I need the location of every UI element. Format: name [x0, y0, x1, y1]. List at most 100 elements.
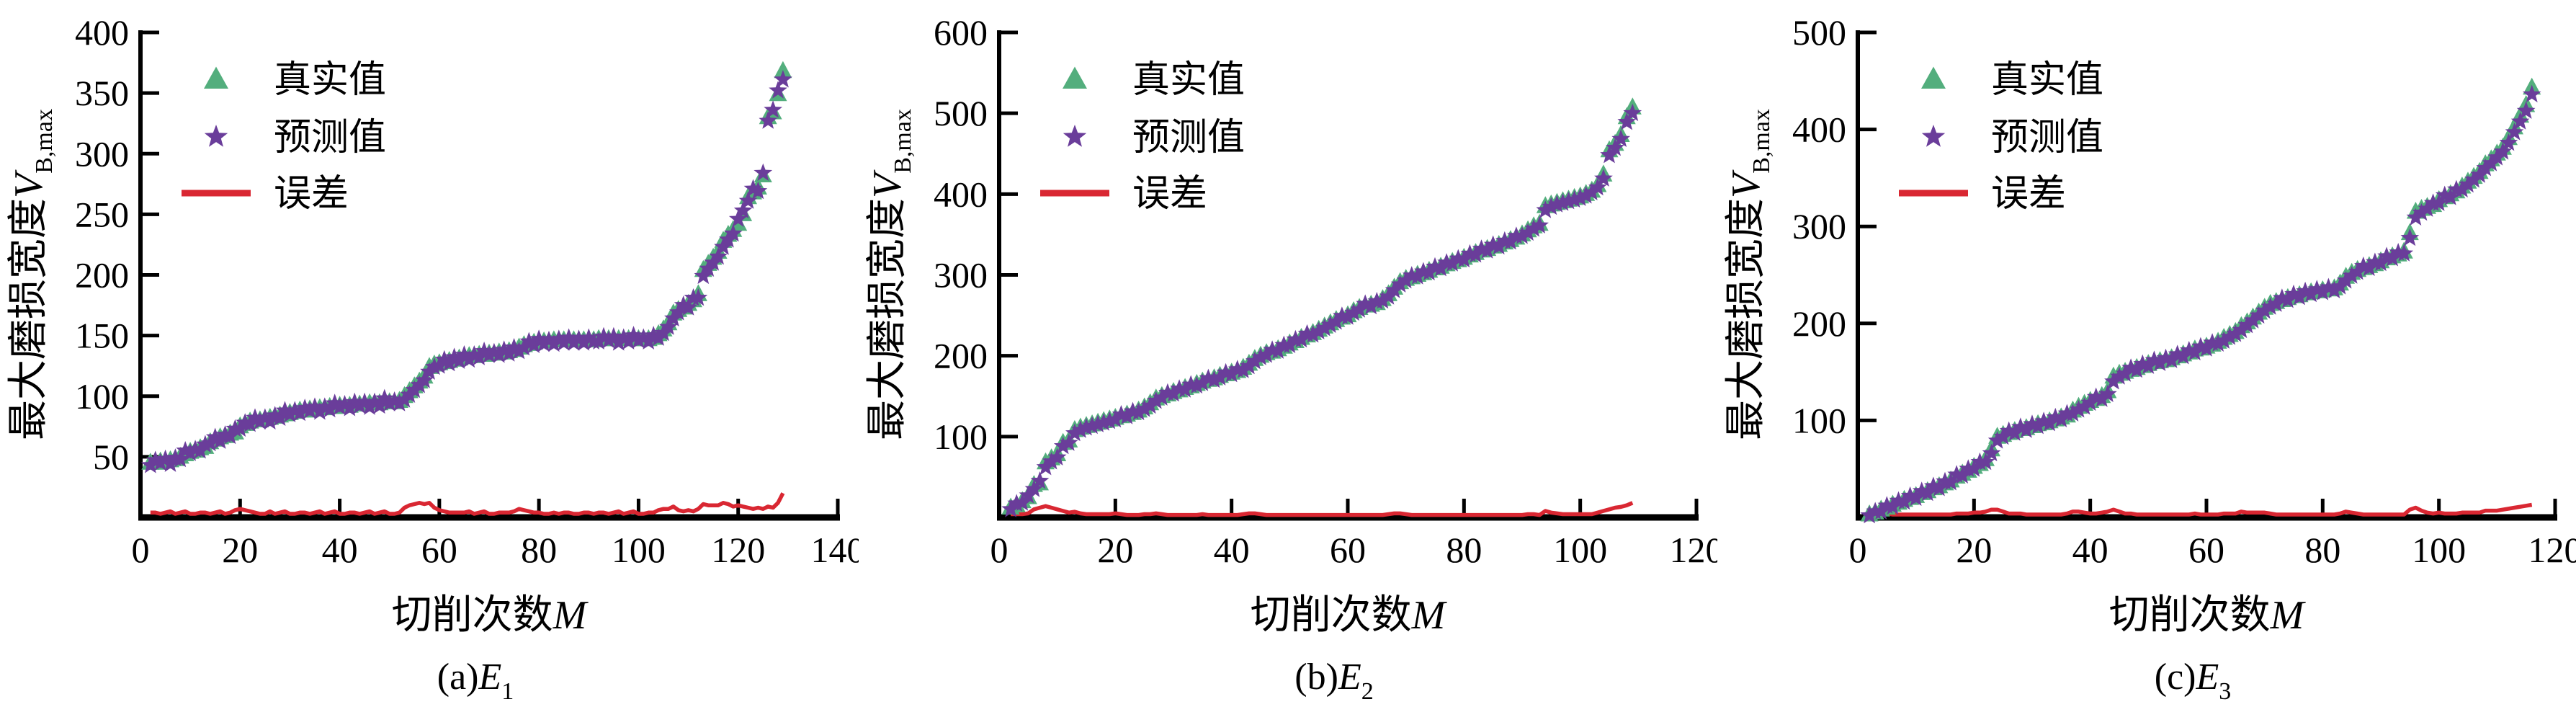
- predicted-value-marker: [614, 328, 633, 346]
- y-tick-label: 150: [75, 316, 129, 356]
- x-tick-label: 120: [1670, 530, 1718, 570]
- predicted-value-marker: [2110, 367, 2129, 385]
- predicted-value-marker: [2098, 384, 2117, 402]
- x-tick-label: 40: [1214, 530, 1250, 570]
- chart-e2: 100 200 300 400 500 600 0 20 40 60 80 100 120 最大磨损宽…: [865, 12, 1718, 705]
- y-axis: 100 200 300 400 500: [1792, 12, 1877, 520]
- predicted-value-marker: [1187, 375, 1207, 394]
- x-axis: 0 20 40 60 80 100 120: [990, 499, 1718, 570]
- legend: 真实值 预测值 误差: [182, 60, 386, 215]
- predicted-value-marker: [1100, 411, 1119, 430]
- predicted-value-marker: [709, 246, 728, 265]
- predicted-value-marker: [1001, 499, 1020, 517]
- predicted-value-marker: [395, 390, 414, 408]
- predicted-value-marker: [156, 449, 175, 468]
- predicted-value-marker: [1860, 505, 1879, 524]
- x-axis-label: 切削次数M: [1251, 593, 1448, 638]
- predicted-value-marker: [1883, 497, 1902, 515]
- predicted-value-marker: [2325, 280, 2344, 298]
- predicted-value-marker: [1117, 406, 1137, 424]
- predicted-value-marker: [499, 344, 519, 362]
- true-value-marker: [774, 61, 792, 79]
- predicted-value-marker: [480, 345, 498, 363]
- predicted-value-marker: [2348, 262, 2367, 280]
- legend: 真实值 预测值 误差: [1899, 60, 2103, 215]
- predicted-value-marker: [1536, 200, 1555, 218]
- x-tick-label: 80: [521, 530, 557, 570]
- predicted-value-marker: [654, 323, 673, 342]
- predicted-value-marker: [1083, 416, 1101, 435]
- predicted-value-marker: [759, 111, 777, 129]
- x-axis: 0 20 40 60 80 100 120: [1849, 499, 2576, 570]
- predicted-value-marker: [2243, 311, 2263, 329]
- predicted-value-marker: [540, 330, 558, 349]
- x-tick-label: 100: [1553, 530, 1607, 570]
- predicted-value-marker: [400, 385, 419, 403]
- panel-caption: (a)E1: [437, 657, 514, 705]
- predicted-value-marker: [1094, 413, 1113, 431]
- predicted-value-marker: [1501, 232, 1520, 250]
- y-tick-label: 300: [1792, 206, 1846, 246]
- y-axis: 50 100 150 200 250 300 350 400: [75, 12, 159, 520]
- predicted-value-marker: [444, 347, 464, 365]
- x-tick-label: 100: [2412, 530, 2466, 570]
- predicted-value-marker: [2209, 334, 2227, 352]
- panel-e2: 100 200 300 400 500 600 0 20 40 60 80 100 120 最大磨损宽…: [859, 0, 1717, 712]
- predicted-value-marker: [1385, 280, 1404, 298]
- legend-item-true-value: 真实值: [1063, 60, 1245, 101]
- predicted-value-marker: [2522, 84, 2541, 103]
- predicted-value-marker: [2400, 228, 2420, 246]
- predicted-value-marker: [514, 338, 534, 356]
- legend-item-error: 误差: [1040, 174, 1207, 215]
- predicted-value-marker: [1251, 347, 1270, 365]
- y-tick-label: 50: [93, 437, 129, 477]
- predicted-value-marker: [251, 411, 269, 430]
- predicted-value-marker: [2139, 356, 2158, 374]
- predicted-value-marker: [2510, 112, 2530, 130]
- predicted-value-marker: [330, 397, 349, 415]
- y-tick-label: 250: [75, 194, 129, 234]
- panel-e3: 100 200 300 400 500 0 20 40 60 80 100 120 最大磨损宽度VB…: [1717, 0, 2576, 712]
- predicted-value-marker: [460, 350, 479, 368]
- y-tick-label: 400: [934, 174, 988, 214]
- predicted-value-marker: [1344, 303, 1363, 321]
- predicted-value-marker: [719, 230, 738, 248]
- predicted-value-marker: [1303, 325, 1323, 343]
- predicted-value-marker: [246, 408, 264, 426]
- predicted-value-marker: [310, 402, 329, 420]
- predicted-value-marker: [1292, 329, 1311, 348]
- predicted-value-marker: [2493, 142, 2513, 160]
- predicted-value-marker: [2069, 400, 2088, 418]
- chart-e3: 100 200 300 400 500 0 20 40 60 80 100 120 最大磨损宽度VB…: [1724, 12, 2576, 705]
- predicted-value-marker: [1361, 296, 1381, 315]
- x-axis-label: 切削次数M: [2109, 593, 2307, 638]
- predicted-value-marker: [753, 163, 773, 182]
- y-ticks: 100 200 300 400 500 600: [934, 12, 1018, 457]
- y-tick-label: 200: [934, 336, 988, 376]
- predicted-value-marker: [1477, 241, 1497, 259]
- predicted-value-marker: [1019, 486, 1038, 504]
- predicted-value-marker: [1240, 356, 1258, 375]
- predicted-value-marker: [674, 295, 693, 313]
- predicted-value-marker: [724, 223, 743, 242]
- predicted-value-marker: [1594, 169, 1613, 187]
- predicted-value-marker: [1987, 431, 2007, 449]
- predicted-value-marker: [769, 81, 787, 99]
- predicted-value-marker: [305, 397, 324, 415]
- x-tick-label: 20: [1097, 530, 1133, 570]
- predicted-value-marker: [280, 404, 300, 422]
- predicted-value-marker: [485, 342, 504, 361]
- predicted-value-marker: [2296, 281, 2315, 300]
- predicted-value-marker: [205, 427, 225, 445]
- predicted-value-marker: [2249, 306, 2268, 324]
- predicted-value-marker: [2197, 339, 2216, 357]
- predicted-value-marker: [1930, 479, 1949, 497]
- predicted-value-marker: [679, 298, 698, 316]
- predicted-value-marker: [494, 340, 514, 358]
- predicted-value-marker: [504, 338, 524, 356]
- y-tick-label: 400: [75, 12, 129, 53]
- x-tick-label: 0: [132, 530, 150, 570]
- x-axis: 0 20 40 60 80 100 120 140: [132, 499, 859, 570]
- predicted-value-marker: [569, 329, 589, 347]
- plot-data: [1001, 97, 1642, 517]
